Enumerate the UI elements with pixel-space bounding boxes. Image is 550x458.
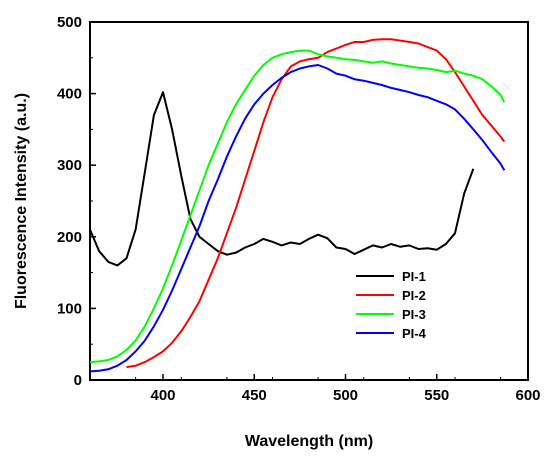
- legend: PI-1 PI-2 PI-3 PI-4: [356, 269, 427, 341]
- x-axis-title: Wavelength (nm): [245, 433, 373, 450]
- series-line-pi-3: [90, 49, 506, 364]
- series-line-pi-2: [126, 38, 506, 369]
- y-tick-label: 400: [57, 86, 82, 103]
- x-tick-label: 550: [424, 387, 449, 404]
- x-tick-label: 450: [242, 387, 267, 404]
- y-tick-label: 0: [74, 372, 82, 389]
- legend-label-pi-1: PI-1: [402, 269, 426, 284]
- y-tick-label: 300: [57, 157, 82, 174]
- legend-label-pi-2: PI-2: [402, 288, 426, 303]
- y-tick-label: 500: [57, 14, 82, 31]
- y-axis-title: Fluorescence Intensity (a.u.): [13, 93, 30, 309]
- series-line-pi-1: [90, 91, 475, 267]
- legend-label-pi-4: PI-4: [402, 326, 427, 341]
- x-tick-label: 500: [333, 387, 358, 404]
- legend-label-pi-3: PI-3: [402, 307, 426, 322]
- series-lines: [90, 38, 506, 373]
- x-tick-label: 400: [150, 387, 175, 404]
- y-tick-label: 200: [57, 229, 82, 246]
- series-line-pi-4: [90, 64, 506, 373]
- y-tick-label: 100: [57, 300, 82, 317]
- y-axis-ticks: 0 100 200 300 400 500: [57, 14, 96, 389]
- x-axis-ticks: 400 450 500 550 600: [89, 374, 541, 404]
- x-tick-label: 600: [515, 387, 540, 404]
